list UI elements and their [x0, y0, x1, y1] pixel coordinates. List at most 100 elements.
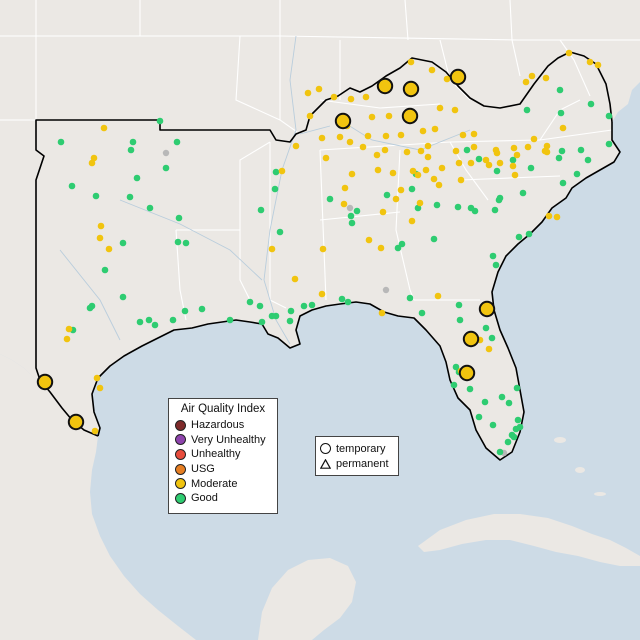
monitor-moderate-temporary — [402, 80, 420, 98]
monitor-moderate — [100, 124, 108, 132]
bahamas-island — [575, 467, 585, 473]
monitor-moderate — [438, 164, 446, 172]
legend-item-very-unhealthy: Very Unhealthy — [175, 433, 271, 448]
monitor-good — [496, 194, 504, 202]
monitor-moderate — [408, 217, 416, 225]
monitor-moderate-temporary — [449, 68, 467, 86]
monitor-good — [504, 438, 512, 446]
monitor-moderate — [417, 147, 425, 155]
monitor-moderate — [97, 222, 105, 230]
legend-label: Hazardous — [191, 419, 245, 432]
monitor-good — [246, 298, 254, 306]
monitor-moderate — [545, 212, 553, 220]
monitor-moderate — [493, 149, 501, 157]
monitor-good — [258, 318, 266, 326]
monitor-nodata — [162, 149, 170, 157]
monitor-moderate — [430, 175, 438, 183]
monitor-moderate — [443, 75, 451, 83]
monitor-moderate — [348, 170, 356, 178]
monitor-good — [519, 189, 527, 197]
monitor-moderate — [403, 148, 411, 156]
mexico-landmass — [0, 354, 196, 640]
legend-item-hazardous: Hazardous — [175, 418, 271, 433]
monitor-moderate-temporary — [376, 77, 394, 95]
monitor-good — [272, 312, 280, 320]
legend-label: permanent — [336, 457, 389, 470]
monitor-good — [151, 321, 159, 329]
monitor-moderate — [565, 49, 573, 57]
monitor-good — [450, 381, 458, 389]
monitor-good — [418, 309, 426, 317]
monitor-moderate-temporary — [36, 373, 54, 391]
legend-item-good: Good — [175, 491, 271, 506]
monitor-good — [556, 86, 564, 94]
monitor-moderate — [434, 292, 442, 300]
monitor-moderate — [318, 290, 326, 298]
aqi-legend: Air Quality Index Hazardous Very Unhealt… — [168, 398, 278, 514]
monitor-good — [162, 164, 170, 172]
monitor-good — [587, 100, 595, 108]
monitor-moderate — [385, 112, 393, 120]
hazardous-swatch — [175, 419, 186, 431]
monitor-good — [525, 230, 533, 238]
monitor-good — [514, 416, 522, 424]
bahamas-island — [594, 492, 606, 496]
monitor-moderate — [455, 159, 463, 167]
monitor-moderate — [482, 156, 490, 164]
monitor-good — [406, 294, 414, 302]
monitor-good — [584, 156, 592, 164]
us-landmass — [0, 0, 640, 460]
monitor-good — [558, 147, 566, 155]
monitor-good — [169, 316, 177, 324]
legend-label: temporary — [336, 442, 386, 455]
monitor-moderate — [341, 184, 349, 192]
monitor-moderate — [392, 195, 400, 203]
monitor-moderate — [509, 162, 517, 170]
monitor-good — [174, 238, 182, 246]
monitor-moderate — [373, 151, 381, 159]
monitor-good — [92, 192, 100, 200]
monitor-moderate — [419, 127, 427, 135]
monitor-moderate — [304, 89, 312, 97]
monitor-moderate — [91, 427, 99, 435]
monitor-moderate — [319, 245, 327, 253]
monitor-good — [523, 106, 531, 114]
monitor-good — [498, 393, 506, 401]
monitor-good — [573, 170, 581, 178]
monitor-moderate — [459, 131, 467, 139]
legend-item-temporary: temporary — [320, 441, 394, 456]
monitor-good — [513, 384, 521, 392]
monitor-good — [226, 316, 234, 324]
monitor-good — [454, 203, 462, 211]
monitor-moderate — [528, 72, 536, 80]
monitor-good — [456, 316, 464, 324]
monitor-good — [181, 307, 189, 315]
monitor-good — [145, 316, 153, 324]
monitor-good — [491, 206, 499, 214]
monitor-good — [555, 154, 563, 162]
monitor-good — [394, 244, 402, 252]
region-boundary — [35, 51, 613, 437]
monitor-moderate — [543, 142, 551, 150]
monitor-good — [467, 204, 475, 212]
monitor-moderate — [330, 93, 338, 101]
monitor-good — [489, 252, 497, 260]
monitor-moderate — [409, 167, 417, 175]
monitor-good — [129, 138, 137, 146]
monitor-moderate — [379, 208, 387, 216]
rivers — [59, 35, 471, 345]
monitor-moderate — [368, 113, 376, 121]
yucatan-landmass — [258, 558, 356, 640]
monitor-moderate — [530, 135, 538, 143]
monitor-good — [344, 298, 352, 306]
monitor-type-legend: temporary permanent — [315, 436, 399, 476]
monitor-good — [272, 168, 280, 176]
monitor-good — [452, 363, 460, 371]
monitor-good — [492, 261, 500, 269]
monitor-good — [126, 193, 134, 201]
monitor-moderate — [65, 325, 73, 333]
monitor-moderate — [291, 275, 299, 283]
monitor-moderate-temporary — [334, 112, 352, 130]
monitor-moderate — [467, 159, 475, 167]
monitor-good — [68, 182, 76, 190]
